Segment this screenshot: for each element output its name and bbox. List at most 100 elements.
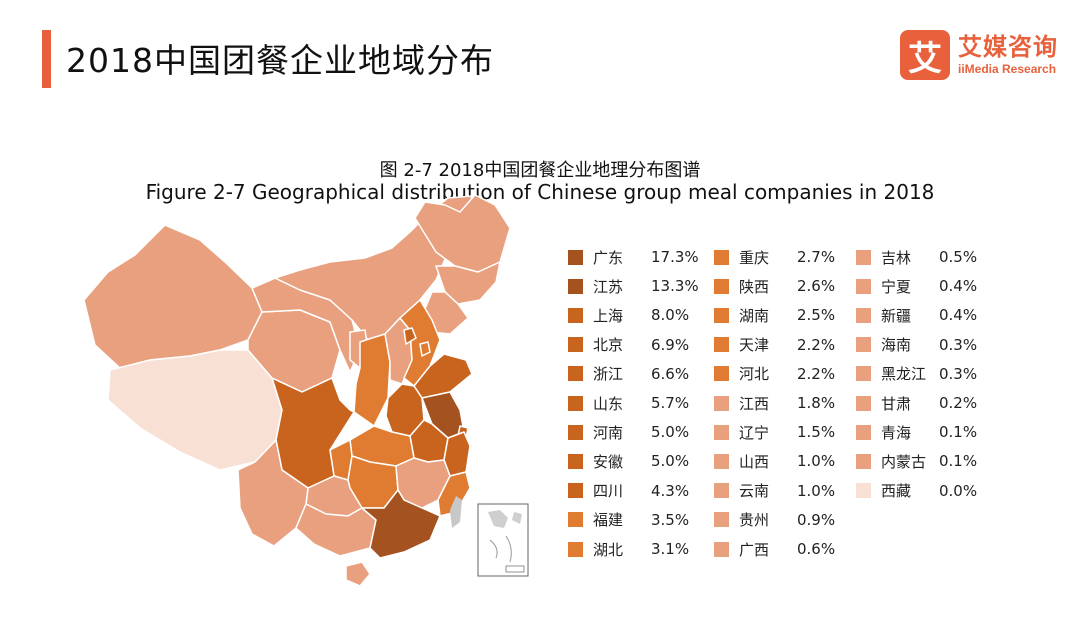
legend-value-label: 0.3% [939, 335, 978, 354]
legend-item: 吉林 0.5% [856, 246, 977, 268]
legend-swatch [714, 366, 729, 382]
legend-item: 山东 5.7% [568, 392, 689, 414]
legend-swatch [856, 424, 871, 440]
legend-swatch [714, 453, 729, 469]
legend-item: 新疆 0.4% [856, 304, 977, 326]
legend-value-label: 1.0% [797, 481, 836, 500]
legend-swatch [714, 541, 729, 557]
legend-item: 青海 0.1% [856, 421, 977, 443]
figure-title-cn: 图 2-7 2018中国团餐企业地理分布图谱 [379, 160, 701, 181]
legend-swatch [856, 307, 871, 323]
legend-province-label: 湖南 [739, 306, 770, 325]
legend-item: 云南 1.0% [714, 480, 835, 502]
legend-swatch [714, 307, 729, 323]
brand-mark-icon: 艾 [900, 30, 950, 80]
legend-item: 西藏 0.0% [856, 480, 977, 502]
legend-value-label: 17.3% [651, 248, 699, 266]
legend-province-label: 陕西 [739, 277, 770, 296]
legend-item: 安徽 5.0% [568, 450, 689, 472]
legend-province-label: 辽宁 [739, 423, 770, 442]
legend-item: 河南 5.0% [568, 421, 689, 443]
legend-value-label: 0.9% [797, 510, 836, 529]
legend-province-label: 湖北 [593, 540, 624, 559]
legend-province-label: 海南 [881, 336, 912, 355]
legend-item: 重庆 2.7% [714, 246, 835, 268]
legend-item: 陕西 2.6% [714, 275, 835, 297]
legend-value-label: 0.1% [939, 423, 978, 442]
title-accent-bar [42, 30, 51, 88]
legend-item: 河北 2.2% [714, 363, 835, 385]
legend-province-label: 山东 [593, 394, 624, 413]
legend-value-label: 8.0% [651, 306, 690, 325]
legend-item: 江西 1.8% [714, 392, 835, 414]
legend-swatch [568, 483, 583, 499]
legend-swatch [714, 395, 729, 411]
legend-value-label: 2.2% [797, 364, 836, 383]
legend-province-label: 浙江 [593, 365, 624, 384]
legend-swatch [714, 278, 729, 294]
legend-province-label: 西藏 [881, 482, 912, 501]
legend-item: 甘肃 0.2% [856, 392, 977, 414]
legend-value-label: 3.1% [651, 540, 690, 558]
legend-item: 宁夏 0.4% [856, 275, 977, 297]
legend-province-label: 吉林 [881, 248, 912, 267]
legend-value-label: 0.1% [939, 452, 978, 471]
legend-province-label: 四川 [593, 482, 624, 501]
legend-swatch [568, 366, 583, 382]
legend-value-label: 1.5% [797, 423, 836, 442]
legend-swatch [714, 249, 729, 265]
province-shape-新疆 [83, 224, 263, 369]
legend-value-label: 2.5% [797, 306, 836, 325]
legend-province-label: 甘肃 [881, 394, 912, 413]
brand-text: 艾媒咨询 iiMedia Research [958, 35, 1058, 75]
figure-title-en: Figure 2-7 Geographical distribution of … [145, 180, 935, 204]
legend-province-label: 贵州 [739, 511, 770, 530]
legend-swatch [568, 337, 583, 353]
legend-value-label: 0.4% [939, 277, 978, 296]
legend-swatch [856, 249, 871, 265]
legend-province-label: 青海 [881, 423, 912, 442]
legend-value-label: 4.3% [651, 481, 690, 500]
taiwan-shape [450, 496, 462, 528]
legend-swatch [568, 512, 583, 528]
legend-item: 湖南 2.5% [714, 304, 835, 326]
legend-value-label: 2.6% [797, 277, 836, 296]
legend-item: 浙江 6.6% [568, 363, 689, 385]
legend-province-label: 宁夏 [881, 277, 912, 296]
legend-swatch [856, 278, 871, 294]
legend-province-label: 福建 [593, 511, 624, 530]
province-shape-陕西 [353, 333, 391, 427]
legend-value-label: 0.2% [939, 394, 978, 412]
legend-value-label: 0.3% [939, 364, 978, 383]
legend-item: 内蒙古 0.1% [856, 450, 977, 472]
legend-province-label: 天津 [739, 336, 770, 355]
legend-swatch [568, 395, 583, 411]
legend-province-label: 北京 [593, 336, 624, 355]
legend-item: 天津 2.2% [714, 334, 835, 356]
legend-province-label: 新疆 [881, 306, 912, 325]
legend-value-label: 13.3% [651, 277, 699, 296]
legend-province-label: 广东 [593, 248, 624, 267]
legend-swatch [568, 278, 583, 294]
legend-value-label: 1.0% [797, 452, 836, 471]
legend-swatch [714, 483, 729, 499]
legend-swatch [714, 337, 729, 353]
brand-name-cn: 艾媒咨询 [958, 33, 1058, 61]
legend-item: 四川 4.3% [568, 480, 689, 502]
legend-province-label: 内蒙古 [881, 452, 927, 471]
legend-swatch [856, 366, 871, 382]
legend-value-label: 3.5% [651, 510, 690, 529]
legend-item: 贵州 0.9% [714, 509, 835, 531]
legend-province-label: 江西 [739, 394, 770, 413]
legend-value-label: 5.0% [651, 452, 690, 471]
legend-item: 海南 0.3% [856, 334, 977, 356]
province-shape-天津 [419, 341, 431, 357]
legend-item: 江苏 13.3% [568, 275, 699, 297]
page-title: 2018中国团餐企业地域分布 [66, 41, 494, 80]
legend-swatch [568, 541, 583, 557]
legend-value-label: 0.6% [797, 540, 836, 558]
legend-province-label: 上海 [593, 306, 624, 325]
legend-item: 广东 17.3% [568, 246, 699, 268]
legend-value-label: 6.9% [651, 335, 690, 354]
legend-swatch [568, 249, 583, 265]
